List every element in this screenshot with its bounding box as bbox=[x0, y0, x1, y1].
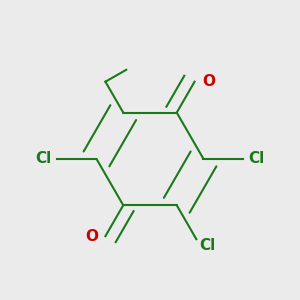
Text: O: O bbox=[85, 229, 98, 244]
Text: O: O bbox=[202, 74, 215, 89]
Text: Cl: Cl bbox=[35, 152, 51, 166]
Text: Cl: Cl bbox=[199, 238, 216, 253]
Text: Cl: Cl bbox=[249, 152, 265, 166]
